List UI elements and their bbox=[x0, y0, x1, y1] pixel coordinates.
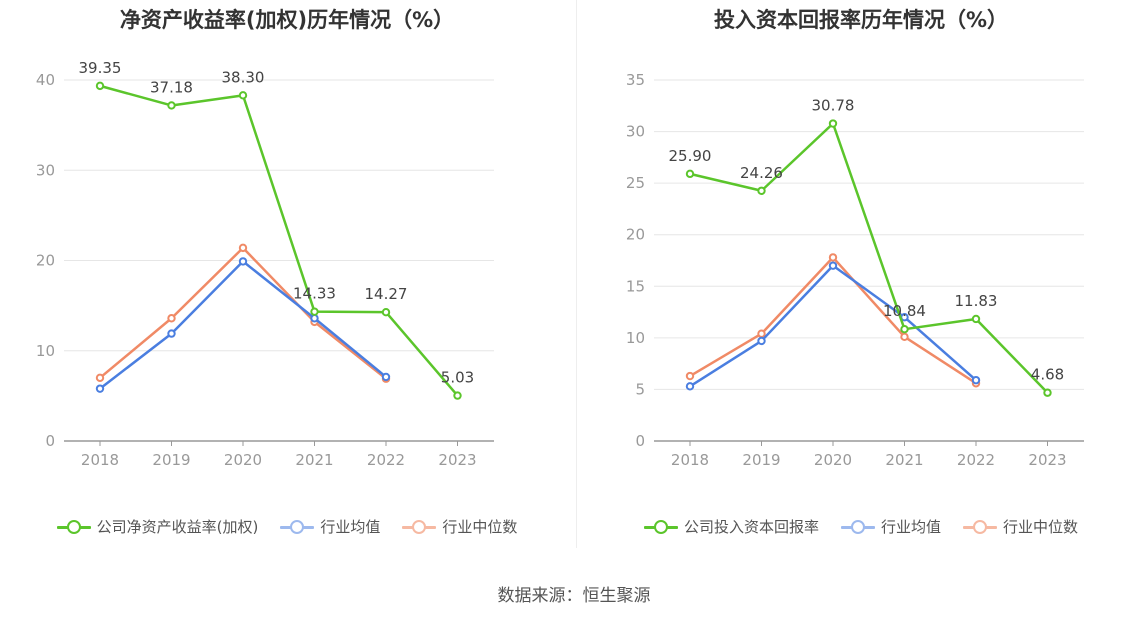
data-point-median bbox=[828, 253, 838, 262]
roe-chart: 0 10 20 30 40 2018 2019 2020 2021 2022 2023 39.35 37… bbox=[36, 59, 494, 469]
legend-item-median[interactable]: 行业中位数 bbox=[402, 516, 517, 537]
y-tick-label: 0 bbox=[635, 432, 645, 450]
data-point-company bbox=[900, 324, 909, 334]
y-tick-label: 35 bbox=[626, 71, 645, 89]
data-label: 37.18 bbox=[150, 78, 193, 96]
series-line-company bbox=[689, 122, 1049, 394]
panel-divider bbox=[576, 0, 577, 548]
roic-chart: 0 5 10 15 20 25 30 35 2018 2019 2020 2021 2022 2023 25… bbox=[626, 71, 1084, 469]
y-tick-label: 40 bbox=[36, 71, 55, 89]
chart-title: 投入资本回报率历年情况（%） bbox=[713, 8, 1009, 32]
data-point-avg bbox=[310, 314, 319, 323]
y-tick-label: 15 bbox=[626, 277, 645, 295]
legend-label: 行业中位数 bbox=[442, 518, 518, 536]
data-point-company bbox=[95, 81, 105, 91]
data-point-median bbox=[900, 332, 909, 342]
legend-item-median[interactable]: 行业中位数 bbox=[963, 516, 1078, 537]
chart-legend: 公司净资产收益率(加权) 行业均值 行业中位数 bbox=[0, 516, 574, 537]
data-label: 11.83 bbox=[955, 292, 998, 310]
legend-label: 行业中位数 bbox=[1003, 518, 1079, 536]
data-point-avg bbox=[685, 382, 695, 391]
x-tick-label: 2021 bbox=[885, 451, 923, 469]
data-point-avg bbox=[95, 384, 105, 393]
x-tick-label: 2023 bbox=[1028, 451, 1066, 469]
legend-label: 行业均值 bbox=[320, 518, 381, 536]
data-point-avg bbox=[167, 329, 176, 338]
y-tick-label: 25 bbox=[626, 174, 645, 192]
data-point-avg bbox=[828, 261, 838, 270]
series-line-avg bbox=[99, 260, 387, 390]
x-tick-label: 2023 bbox=[438, 451, 476, 469]
roe-chart-panel: 净资产收益率(加权)历年情况（%） 0 10 20 30 40 2018 2019 2020 2… bbox=[0, 0, 574, 560]
y-tick-label: 5 bbox=[635, 380, 645, 398]
legend-item-company[interactable]: 公司净资产收益率(加权) bbox=[56, 516, 259, 537]
legend-marker-icon bbox=[280, 519, 315, 535]
roic-chart-panel: 投入资本回报率历年情况（%） 0 5 10 15 20 25 30 35 2018 2019 202… bbox=[574, 0, 1148, 560]
legend-marker-icon bbox=[402, 519, 437, 535]
legend-marker-icon bbox=[56, 519, 91, 535]
series-line-company bbox=[99, 84, 459, 397]
data-point-company bbox=[685, 169, 695, 179]
data-point-company bbox=[971, 314, 981, 324]
data-label: 14.33 bbox=[293, 285, 336, 303]
data-point-company bbox=[453, 391, 462, 400]
x-tick-label: 2019 bbox=[152, 451, 190, 469]
y-tick-label: 20 bbox=[36, 252, 55, 270]
data-label: 10.84 bbox=[883, 302, 926, 320]
x-tick-label: 2020 bbox=[224, 451, 262, 469]
legend-marker-icon bbox=[643, 519, 678, 535]
y-tick-label: 30 bbox=[626, 123, 645, 141]
data-point-company bbox=[757, 186, 766, 195]
x-tick-label: 2020 bbox=[814, 451, 852, 469]
x-tick-label: 2021 bbox=[295, 451, 333, 469]
chart-title: 净资产收益率(加权)历年情况（%） bbox=[119, 8, 455, 32]
x-tick-label: 2022 bbox=[367, 451, 405, 469]
data-point-avg bbox=[971, 375, 981, 385]
x-tick-label: 2019 bbox=[742, 451, 780, 469]
y-tick-label: 20 bbox=[626, 226, 645, 244]
legend-label: 公司净资产收益率(加权) bbox=[96, 518, 259, 536]
chart-legend: 公司投入资本回报率 行业均值 行业中位数 bbox=[574, 516, 1148, 537]
y-tick-label: 10 bbox=[626, 329, 645, 347]
data-label: 24.26 bbox=[740, 164, 783, 182]
y-tick-label: 10 bbox=[36, 342, 55, 360]
x-tick-label: 2018 bbox=[81, 451, 119, 469]
data-point-avg bbox=[757, 336, 766, 346]
data-label: 4.68 bbox=[1031, 366, 1064, 384]
series-line-median bbox=[99, 246, 387, 380]
x-tick-label: 2022 bbox=[957, 451, 995, 469]
legend-item-avg[interactable]: 行业均值 bbox=[280, 516, 380, 537]
data-point-median bbox=[167, 314, 176, 323]
data-label: 38.30 bbox=[222, 68, 265, 86]
data-point-company bbox=[1043, 388, 1052, 397]
data-label: 14.27 bbox=[365, 285, 408, 303]
data-point-median bbox=[95, 373, 105, 383]
y-tick-label: 0 bbox=[45, 432, 55, 450]
legend-label: 行业均值 bbox=[880, 518, 941, 536]
legend-marker-icon bbox=[840, 519, 875, 535]
data-label: 39.35 bbox=[79, 59, 122, 77]
data-label: 25.90 bbox=[669, 147, 712, 165]
data-point-company bbox=[238, 91, 248, 100]
x-tick-label: 2018 bbox=[671, 451, 709, 469]
legend-item-avg[interactable]: 行业均值 bbox=[840, 516, 941, 537]
legend-item-company[interactable]: 公司投入资本回报率 bbox=[643, 516, 819, 537]
legend-marker-icon bbox=[963, 519, 997, 535]
y-tick-label: 30 bbox=[36, 161, 55, 179]
legend-label: 公司投入资本回报率 bbox=[683, 518, 819, 536]
data-point-avg bbox=[238, 257, 248, 266]
data-point-median bbox=[238, 243, 248, 253]
data-point-company bbox=[310, 307, 319, 316]
data-point-company bbox=[381, 308, 391, 317]
data-point-median bbox=[685, 371, 695, 381]
data-point-avg bbox=[381, 372, 391, 382]
data-label: 30.78 bbox=[812, 97, 855, 115]
data-point-company bbox=[167, 101, 176, 110]
data-point-company bbox=[828, 119, 838, 128]
data-point-median bbox=[757, 329, 766, 338]
data-source-note: 数据来源：恒生聚源 bbox=[497, 586, 651, 606]
series-line-median bbox=[689, 256, 977, 385]
data-label: 5.03 bbox=[441, 369, 474, 387]
